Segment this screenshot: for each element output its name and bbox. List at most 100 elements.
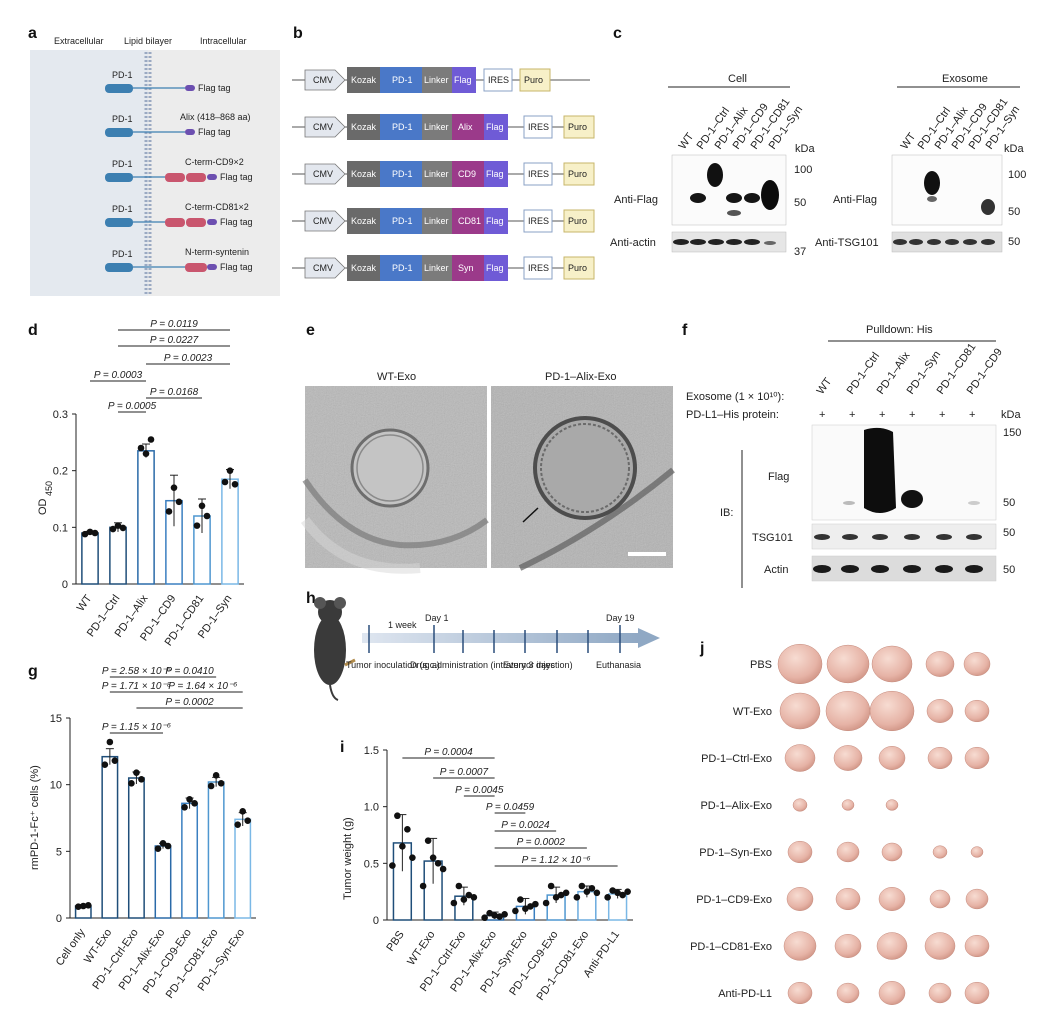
data-point — [578, 882, 586, 890]
lane-label: WT — [815, 376, 835, 397]
data-point — [501, 911, 508, 918]
data-point — [109, 525, 117, 533]
plus-sign: + — [939, 409, 945, 421]
data-point — [193, 522, 201, 529]
data-point — [111, 757, 119, 764]
data-point — [434, 860, 442, 867]
ires-label: IRES — [528, 263, 549, 273]
flag-box — [484, 208, 508, 234]
data-point — [244, 817, 252, 824]
tumor-photo — [836, 841, 860, 863]
y-tick-label: 0.1 — [53, 522, 68, 534]
pd1-box — [380, 161, 422, 187]
p-value-label: P = 1.12 × 10⁻⁶ — [522, 855, 591, 866]
tumor-photo — [786, 887, 814, 911]
marker-50: 50 — [1003, 497, 1015, 509]
data-point — [399, 843, 406, 850]
pd1-label: PD-1 — [392, 122, 413, 132]
data-point — [101, 761, 109, 768]
data-point — [231, 480, 239, 488]
kozak-label: Kozak — [351, 169, 377, 179]
tumor-photo — [927, 746, 953, 770]
blot-band — [726, 239, 742, 245]
plus-sign: + — [909, 409, 915, 421]
data-point — [191, 800, 198, 807]
data-point — [429, 854, 437, 861]
data-point — [404, 826, 411, 833]
marker-50-tsg: 50 — [1003, 527, 1015, 539]
blot-band — [673, 239, 689, 245]
flag-box — [484, 161, 508, 187]
tumor-photo — [964, 934, 990, 958]
pd1-label: PD-1 — [112, 70, 133, 80]
tumor-photo — [925, 651, 955, 677]
data-point — [207, 782, 215, 790]
p-value-label: P = 0.0005 — [108, 401, 157, 412]
tumor-photo — [833, 745, 863, 771]
blot-band — [936, 534, 952, 540]
day19-label: Day 19 — [606, 613, 635, 623]
data-point — [154, 845, 162, 852]
tumor-photo — [784, 744, 816, 772]
data-point — [455, 882, 463, 890]
data-point — [133, 769, 140, 776]
tumor-photo — [926, 699, 954, 723]
panel-d-od450-chart: 00.10.20.3WTPD-1–CtrlPD-1–AlixPD-1–CD9PD… — [37, 319, 244, 648]
panel-label-d: d — [28, 322, 38, 339]
data-point — [552, 894, 560, 901]
plus-sign: + — [819, 409, 825, 421]
anti-tsg101-label: Anti-TSG101 — [815, 237, 879, 249]
blot-band — [814, 534, 830, 540]
blot-band — [864, 427, 896, 513]
panel-label-j: j — [699, 640, 704, 657]
tumor-row-label: PBS — [750, 659, 772, 671]
kozak-label: Kozak — [351, 263, 377, 273]
y-tick-label: 0 — [56, 913, 62, 925]
tumor-row-label: Anti-PD-L1 — [718, 988, 772, 1000]
flag-tag-shape — [185, 129, 195, 135]
arrow-indicator — [522, 507, 539, 523]
p-value-label: P = 1.15 × 10⁻⁶ — [102, 722, 171, 733]
em-image-wt — [300, 386, 489, 574]
data-point — [460, 896, 468, 903]
cd9-label: C-term-CD9×2 — [185, 157, 244, 167]
blot-band — [909, 239, 923, 245]
bar — [109, 526, 127, 585]
panel-label-g: g — [28, 663, 38, 680]
marker-100: 100 — [794, 164, 812, 176]
blot-band — [927, 239, 941, 245]
tumor-row-label: PD-1–CD9-Exo — [696, 894, 772, 906]
cmv-label: CMV — [313, 216, 333, 226]
blot-band — [981, 239, 995, 245]
data-point — [593, 889, 601, 897]
plus-sign: + — [969, 409, 975, 421]
tumor-photo — [885, 799, 899, 811]
scale-bar — [628, 552, 666, 556]
blot-band — [981, 199, 995, 215]
timeline-bar — [362, 633, 638, 643]
panel-label-f: f — [682, 322, 688, 339]
pd1-label: PD-1 — [112, 114, 133, 124]
data-point — [234, 821, 242, 828]
blot-band — [727, 210, 741, 216]
flag-box — [484, 114, 508, 140]
insert-box — [452, 208, 484, 234]
data-point — [394, 812, 401, 820]
blot-band — [935, 565, 953, 573]
tumor-photo — [878, 746, 906, 770]
data-point — [614, 889, 621, 897]
ires-box — [483, 68, 513, 92]
tumor-photo — [964, 699, 990, 723]
header-intracellular: Intracellular — [200, 36, 247, 46]
p-value-label: P = 0.0024 — [501, 820, 550, 831]
panel-c-western-blots: Cell Exosome WTPD-1–CtrlPD-1–AlixPD-1–CD… — [610, 73, 1026, 258]
tumor-photo — [881, 842, 903, 862]
data-point — [137, 444, 145, 452]
exosome-flag-blot — [891, 154, 1003, 226]
cmv-promoter — [304, 163, 346, 185]
flag-tag-label: Flag tag — [220, 262, 253, 272]
puro-label: Puro — [568, 122, 587, 132]
data-point — [138, 776, 145, 783]
